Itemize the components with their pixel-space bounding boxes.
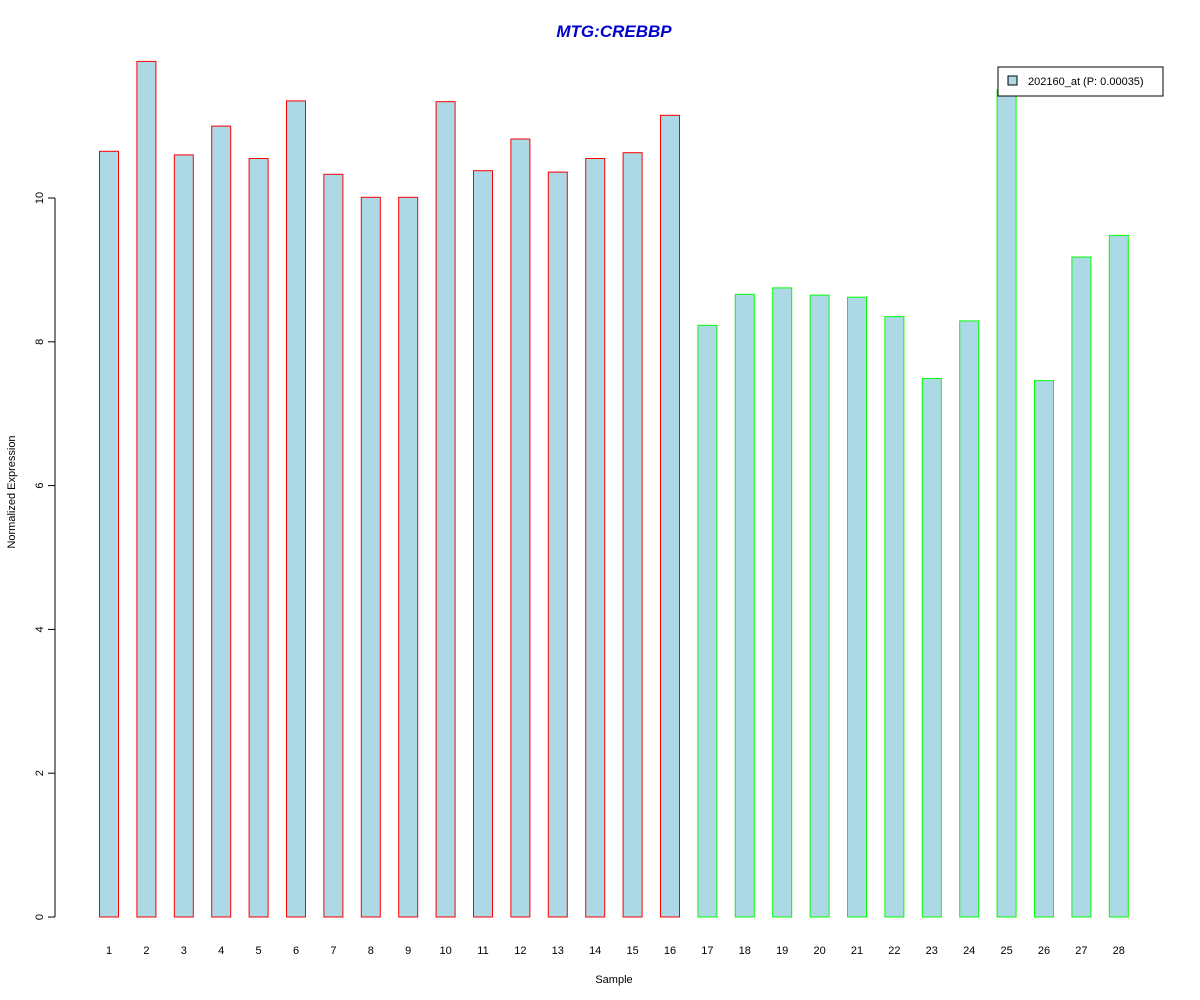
bar-sample-2 xyxy=(136,60,157,918)
y-axis-label: Normalized Expression xyxy=(6,435,18,548)
y-tick-label: 4 xyxy=(34,626,46,632)
y-tick-label: 10 xyxy=(34,192,46,204)
bar-sample-24 xyxy=(959,320,980,918)
legend-entry: 202160_at (P: 0.00035) xyxy=(1028,76,1144,88)
x-tick-label: 12 xyxy=(514,945,526,957)
bar-sample-26 xyxy=(1034,380,1054,918)
bar-sample-12 xyxy=(510,138,531,918)
legend-swatch xyxy=(1007,75,1018,86)
x-tick-label: 8 xyxy=(368,945,374,957)
legend-box xyxy=(997,66,1164,97)
x-tick-label: 26 xyxy=(1038,945,1050,957)
x-tick-label: 11 xyxy=(477,945,488,957)
bar-sample-20 xyxy=(809,294,830,918)
bar-sample-28 xyxy=(1108,234,1129,918)
legend: 202160_at (P: 0.00035) xyxy=(997,66,1164,97)
y-tick-label: 8 xyxy=(34,339,46,345)
x-tick-label: 17 xyxy=(701,945,713,957)
bar-sample-21 xyxy=(847,296,867,918)
bar-sample-5 xyxy=(248,158,269,918)
bar-sample-3 xyxy=(173,154,194,918)
x-tick-labels: 1 2 3 4 5 6 7 8 9 10 11 12 13 14 15 16 17 18 19 20 21 22 23 24 2… xyxy=(106,945,1125,957)
bar-sample-11 xyxy=(473,170,493,918)
bar-sample-14 xyxy=(585,158,606,918)
bar-sample-13 xyxy=(547,171,568,918)
bar-sample-16 xyxy=(660,114,680,918)
x-tick-label: 15 xyxy=(626,945,638,957)
x-tick-label: 28 xyxy=(1113,945,1125,957)
bar-sample-1 xyxy=(99,150,119,918)
y-tick-label: 0 xyxy=(34,914,46,920)
x-axis-label: Sample xyxy=(595,974,632,986)
x-tick-label: 14 xyxy=(589,945,601,957)
x-tick-label: 24 xyxy=(963,945,975,957)
bar-sample-22 xyxy=(884,316,905,918)
x-tick-label: 21 xyxy=(851,945,863,957)
bar-sample-6 xyxy=(286,100,306,918)
x-tick-label: 6 xyxy=(293,945,299,957)
x-tick-label: 1 xyxy=(106,945,112,957)
x-tick-label: 19 xyxy=(776,945,788,957)
bar-sample-17 xyxy=(697,324,718,918)
x-tick-label: 5 xyxy=(256,945,262,957)
bar-sample-18 xyxy=(734,293,755,918)
bar-sample-19 xyxy=(772,287,793,918)
x-tick-label: 13 xyxy=(552,945,564,957)
y-axis: 0 2 4 6 8 10 xyxy=(34,192,56,920)
x-tick-label: 23 xyxy=(926,945,938,957)
bar-sample-9 xyxy=(398,196,419,918)
y-tick-label: 2 xyxy=(34,770,46,776)
x-tick-label: 25 xyxy=(1000,945,1012,957)
x-tick-label: 16 xyxy=(664,945,676,957)
x-tick-label: 4 xyxy=(218,945,224,957)
x-tick-label: 7 xyxy=(330,945,336,957)
bars-group xyxy=(99,60,1129,918)
bar-sample-23 xyxy=(921,378,942,918)
bar-sample-8 xyxy=(360,196,381,918)
bar-sample-25 xyxy=(996,89,1017,918)
chart-title: MTG:CREBBP xyxy=(556,22,672,41)
x-tick-label: 3 xyxy=(181,945,187,957)
bar-sample-4 xyxy=(211,125,232,918)
bar-sample-7 xyxy=(323,173,344,918)
x-tick-label: 9 xyxy=(405,945,411,957)
x-tick-label: 27 xyxy=(1075,945,1087,957)
x-tick-label: 20 xyxy=(813,945,825,957)
x-tick-label: 18 xyxy=(739,945,751,957)
y-tick-label: 6 xyxy=(34,483,46,489)
bar-sample-27 xyxy=(1071,256,1092,918)
bar-sample-10 xyxy=(435,101,456,918)
x-tick-label: 10 xyxy=(439,945,451,957)
x-tick-label: 2 xyxy=(143,945,149,957)
bar-sample-15 xyxy=(622,152,643,918)
x-tick-label: 22 xyxy=(888,945,900,957)
